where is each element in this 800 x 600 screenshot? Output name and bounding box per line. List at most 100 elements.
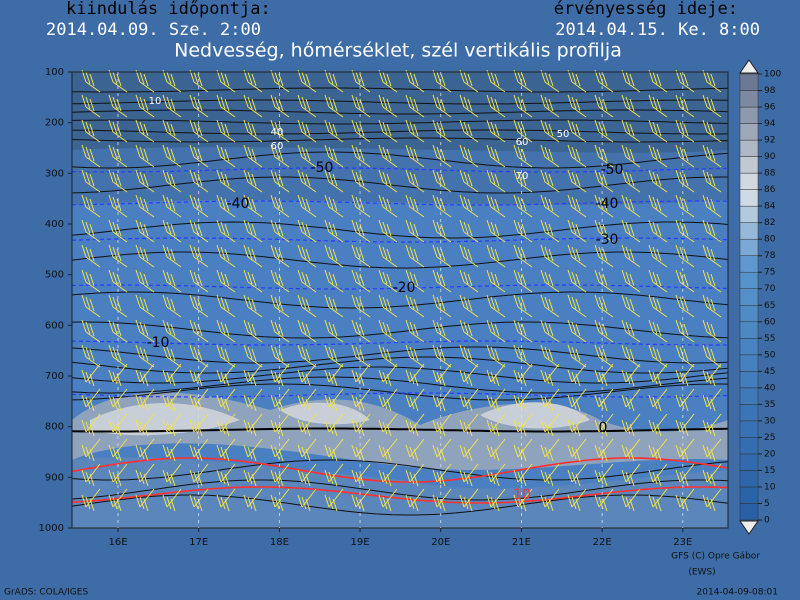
wind-barb <box>567 194 587 218</box>
wind-barb <box>243 269 263 293</box>
barb-feathers <box>540 219 554 237</box>
barb-feathers <box>540 394 554 412</box>
wind-barb <box>675 488 695 512</box>
barb-feathers <box>567 319 581 337</box>
barb-feathers <box>648 469 662 487</box>
barb-feathers <box>162 444 176 462</box>
wind-barb <box>594 388 614 412</box>
barb-feathers <box>648 394 662 412</box>
wind-barb <box>513 344 533 368</box>
barb-feathers <box>378 419 392 437</box>
barb-staff <box>436 106 452 118</box>
wind-barb <box>297 319 317 343</box>
barb-feathers <box>297 119 311 137</box>
colorbar-box <box>739 238 759 256</box>
barb-staff <box>490 331 506 343</box>
barb-feathers <box>594 219 608 237</box>
barb-staff <box>166 131 182 143</box>
wind-barb <box>648 413 668 437</box>
barb-staff <box>652 231 668 243</box>
wind-barb <box>324 319 344 343</box>
barb-staff <box>409 356 425 368</box>
barb-staff <box>355 281 371 293</box>
wind-barb <box>378 269 398 293</box>
barb-staff <box>301 306 317 318</box>
barb-feathers <box>540 444 554 462</box>
barb-feathers <box>378 119 392 137</box>
colorbar-label: 100 <box>764 70 781 80</box>
wind-barb <box>405 169 425 193</box>
barb-staff <box>625 331 641 343</box>
wind-barb <box>135 488 155 512</box>
barb-staff <box>301 281 317 293</box>
humidity-field <box>72 147 728 205</box>
barb-staff <box>247 256 263 268</box>
barb-staff <box>409 231 425 243</box>
wind-barb <box>432 269 452 293</box>
wind-barb <box>405 363 425 387</box>
x-tick-label: 23E <box>673 537 692 548</box>
barb-feathers <box>243 194 257 212</box>
wind-barb <box>459 219 479 243</box>
wind-barb <box>621 119 641 143</box>
barb-feathers <box>540 469 554 487</box>
barb-feathers <box>540 94 554 112</box>
barb-staff <box>571 231 587 243</box>
barb-feathers <box>297 394 311 412</box>
barb-staff <box>139 306 155 318</box>
barb-feathers <box>621 244 635 262</box>
wind-barb <box>702 194 722 218</box>
colorbar-label: 98 <box>764 86 776 96</box>
barb-staff <box>490 231 506 243</box>
wind-barb <box>378 438 398 462</box>
wind-barb <box>324 194 344 218</box>
barb-staff <box>652 331 668 343</box>
wind-barb <box>81 488 101 512</box>
barb-staff <box>706 281 722 293</box>
barb-feathers <box>324 169 338 187</box>
wind-barb <box>162 438 182 462</box>
barb-staff <box>436 181 452 193</box>
barb-feathers <box>135 319 149 337</box>
barb-feathers <box>702 294 716 312</box>
barb-staff <box>490 306 506 318</box>
wind-barb <box>243 94 263 118</box>
barb-feathers <box>702 119 716 137</box>
wind-barb <box>81 319 101 343</box>
barb-feathers <box>432 194 446 212</box>
wind-barb <box>108 244 128 268</box>
barb-staff <box>166 256 182 268</box>
barb-staff <box>463 306 479 318</box>
colorbar-box <box>739 73 759 91</box>
barb-feathers <box>702 94 716 112</box>
wind-barb <box>594 169 614 193</box>
barb-feathers <box>378 219 392 237</box>
wind-barb <box>675 119 695 143</box>
wind-barb <box>486 169 506 193</box>
barb-feathers <box>486 394 500 412</box>
barb-feathers <box>432 344 446 362</box>
barb-feathers <box>270 294 284 312</box>
wind-barb <box>162 388 182 412</box>
wind-barb <box>81 144 101 168</box>
barb-staff <box>382 231 398 243</box>
wind-barb <box>81 94 101 118</box>
wind-barb <box>675 219 695 243</box>
barb-feathers <box>243 219 257 237</box>
barb-staff <box>220 106 236 118</box>
wind-barb <box>405 219 425 243</box>
credit: GFS (C) Opre Gábor <box>671 552 760 562</box>
wind-barb <box>243 119 263 143</box>
colorbar-box <box>739 205 759 223</box>
wind-barb <box>486 244 506 268</box>
colorbar-box <box>739 321 759 339</box>
barb-feathers <box>675 169 689 187</box>
wind-barb <box>378 144 398 168</box>
wind-barb <box>702 438 722 462</box>
wind-barb <box>567 344 587 368</box>
wind-barb <box>648 344 668 368</box>
wind-barb <box>81 463 101 487</box>
barb-feathers <box>162 394 176 412</box>
barb-staff <box>328 106 344 118</box>
barb-staff <box>139 81 155 93</box>
